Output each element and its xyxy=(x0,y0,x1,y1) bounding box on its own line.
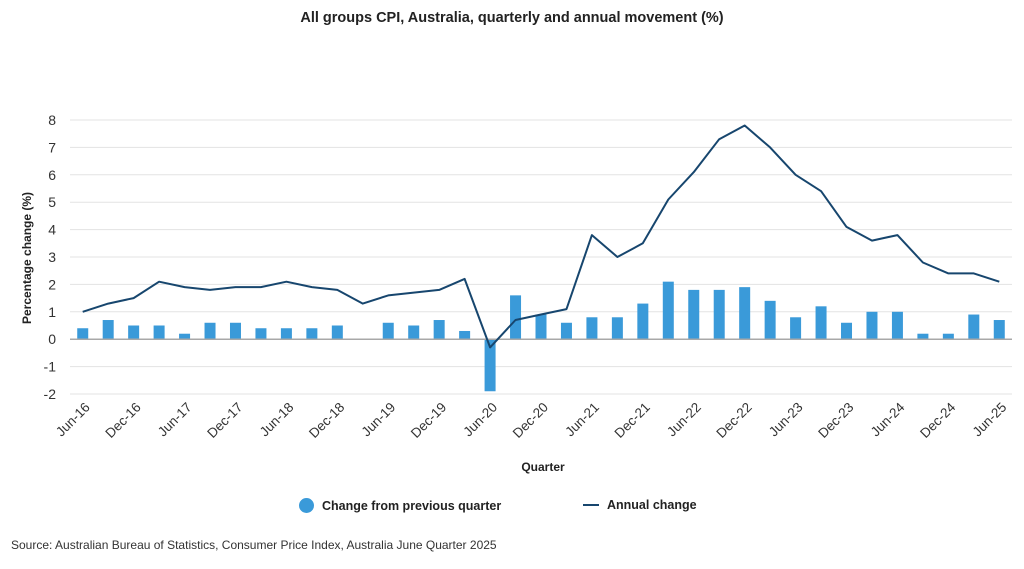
gridlines xyxy=(70,119,1012,395)
x-tick-label: Dec-24 xyxy=(917,399,959,441)
bar-Mar-21[interactable] xyxy=(560,322,572,340)
x-tick-label: Dec-19 xyxy=(408,400,449,441)
bar-Dec-24[interactable] xyxy=(942,333,954,340)
bar-Jun-16[interactable] xyxy=(77,328,89,340)
bar-Jun-22[interactable] xyxy=(688,289,700,340)
quarterly-bars xyxy=(77,281,1005,392)
x-tick-label: Dec-23 xyxy=(815,400,856,441)
bar-Sep-21[interactable] xyxy=(611,317,623,340)
bar-Sep-16[interactable] xyxy=(102,320,114,340)
legend-label-quarterly: Change from previous quarter xyxy=(322,498,502,513)
x-tick-label: Jun-17 xyxy=(155,400,195,440)
chart-title: All groups CPI, Australia, quarterly and… xyxy=(300,10,724,26)
x-tick-label: Jun-19 xyxy=(359,400,399,440)
bar-Sep-22[interactable] xyxy=(713,289,725,340)
x-tick-label: Jun-16 xyxy=(53,400,93,440)
bar-Jun-23[interactable] xyxy=(790,317,802,340)
bar-Mar-23[interactable] xyxy=(764,300,776,340)
x-tick-label: Jun-21 xyxy=(562,400,602,440)
y-tick-label: 5 xyxy=(48,194,56,210)
legend-item-quarterly[interactable]: Change from previous quarter xyxy=(299,498,501,513)
annual-change-line[interactable] xyxy=(82,124,1000,349)
x-tick-label: Jun-24 xyxy=(868,399,908,439)
x-axis-label: Quarter xyxy=(521,460,565,474)
x-tick-label: Jun-23 xyxy=(766,400,806,440)
x-tick-label: Jun-22 xyxy=(664,400,704,440)
bar-Mar-17[interactable] xyxy=(153,325,165,340)
bar-Jun-24[interactable] xyxy=(891,311,903,340)
x-tick-label: Dec-20 xyxy=(510,400,551,441)
x-tick-label: Dec-18 xyxy=(306,400,347,441)
legend-dot-icon xyxy=(299,498,314,513)
y-axis-label: Percentage change (%) xyxy=(20,192,34,324)
legend: Change from previous quarter Annual chan… xyxy=(0,496,1024,520)
bar-Jun-25[interactable] xyxy=(993,320,1005,340)
bar-Dec-20[interactable] xyxy=(535,314,547,340)
y-tick-label: 4 xyxy=(48,222,56,238)
x-axis-ticks: Jun-16 Dec-16 Jun-17 Dec-17 Jun-18 Dec-18 Jun-… xyxy=(53,399,1009,441)
x-tick-label: Dec-17 xyxy=(204,400,245,441)
bar-Dec-17[interactable] xyxy=(229,322,241,340)
bar-Mar-25[interactable] xyxy=(968,314,980,340)
bar-Jun-18[interactable] xyxy=(280,328,292,340)
legend-label-annual: Annual change xyxy=(607,498,697,512)
bar-Sep-19[interactable] xyxy=(408,325,420,340)
y-tick-label: 8 xyxy=(48,112,56,128)
bar-Mar-20[interactable] xyxy=(459,330,471,340)
legend-line-icon xyxy=(583,504,599,506)
x-tick-label: Jun-18 xyxy=(257,400,297,440)
bar-Dec-16[interactable] xyxy=(128,325,140,340)
y-tick-label: 6 xyxy=(48,167,56,183)
bar-Jun-20[interactable] xyxy=(484,339,496,392)
y-tick-label: 0 xyxy=(48,331,56,347)
bar-Sep-18[interactable] xyxy=(306,328,318,340)
bar-Dec-22[interactable] xyxy=(739,287,751,340)
y-tick-label: 2 xyxy=(48,276,56,292)
bar-Sep-20[interactable] xyxy=(510,295,522,340)
y-tick-label: 7 xyxy=(48,139,56,155)
x-tick-label: Dec-16 xyxy=(102,400,143,441)
bar-Sep-23[interactable] xyxy=(815,306,827,340)
bar-Mar-24[interactable] xyxy=(866,311,878,340)
bar-Mar-18[interactable] xyxy=(255,328,267,340)
legend-item-annual[interactable]: Annual change xyxy=(583,498,697,512)
bar-Jun-21[interactable] xyxy=(586,317,598,340)
bar-Dec-18[interactable] xyxy=(331,325,343,340)
x-tick-label: Jun-20 xyxy=(460,400,500,440)
x-tick-label: Jun-25 xyxy=(970,400,1010,440)
bar-Dec-21[interactable] xyxy=(637,303,649,340)
bar-Sep-24[interactable] xyxy=(917,333,929,340)
bar-Dec-23[interactable] xyxy=(841,322,853,340)
y-tick-label: 3 xyxy=(48,249,56,265)
bar-Jun-19[interactable] xyxy=(382,322,394,340)
annual-line-layer xyxy=(82,124,1000,349)
bar-Dec-19[interactable] xyxy=(433,320,445,340)
y-tick-label: -1 xyxy=(44,359,57,375)
bar-Mar-22[interactable] xyxy=(662,281,674,340)
source-note: Source: Australian Bureau of Statistics,… xyxy=(11,538,497,552)
y-tick-label: 1 xyxy=(48,304,56,320)
x-tick-label: Dec-21 xyxy=(612,400,653,441)
bar-Jun-17[interactable] xyxy=(179,333,191,340)
bar-Sep-17[interactable] xyxy=(204,322,216,340)
x-tick-label: Dec-22 xyxy=(713,400,754,441)
y-axis-ticks: 8 7 6 5 4 3 2 1 0 -1 -2 xyxy=(44,112,57,402)
y-tick-label: -2 xyxy=(44,386,57,402)
